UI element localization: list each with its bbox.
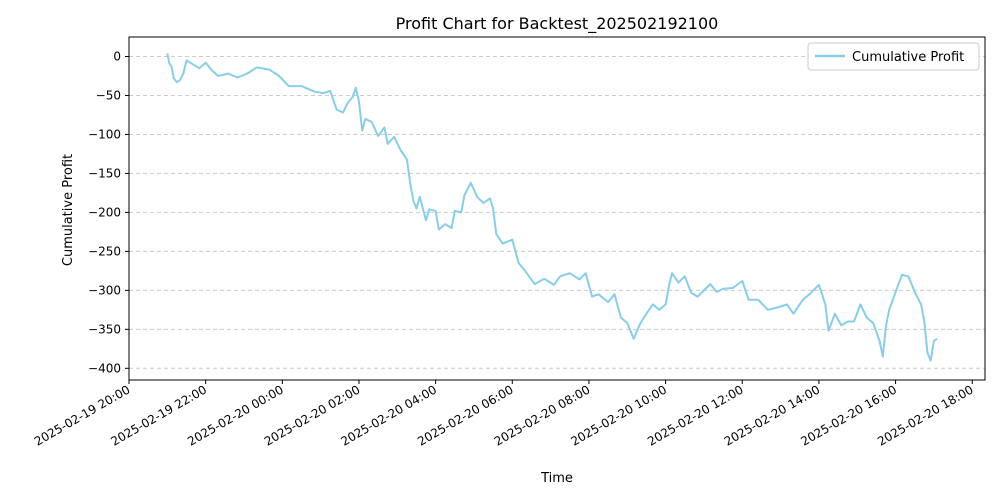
y-tick-label: −100 — [88, 127, 121, 141]
series-line-cumulative-profit — [166, 53, 938, 362]
y-tick-label: −400 — [88, 361, 121, 375]
y-tick-label: 0 — [113, 49, 121, 63]
y-tick-label: −250 — [88, 244, 121, 258]
y-tick-label: −200 — [88, 205, 121, 219]
legend: Cumulative Profit — [807, 42, 980, 71]
y-tick-label: −350 — [88, 322, 121, 336]
y-tick-label: −150 — [88, 166, 121, 180]
chart-title: Profit Chart for Backtest_202502192100 — [396, 14, 719, 34]
y-tick-label: −300 — [88, 283, 121, 297]
x-axis-label: Time — [540, 471, 573, 486]
legend-entry: Cumulative Profit — [852, 50, 964, 65]
y-tick-label: −50 — [96, 88, 121, 102]
y-axis-label: Cumulative Profit — [61, 154, 76, 266]
plot-area-frame — [128, 36, 986, 381]
legend-box — [807, 42, 980, 71]
